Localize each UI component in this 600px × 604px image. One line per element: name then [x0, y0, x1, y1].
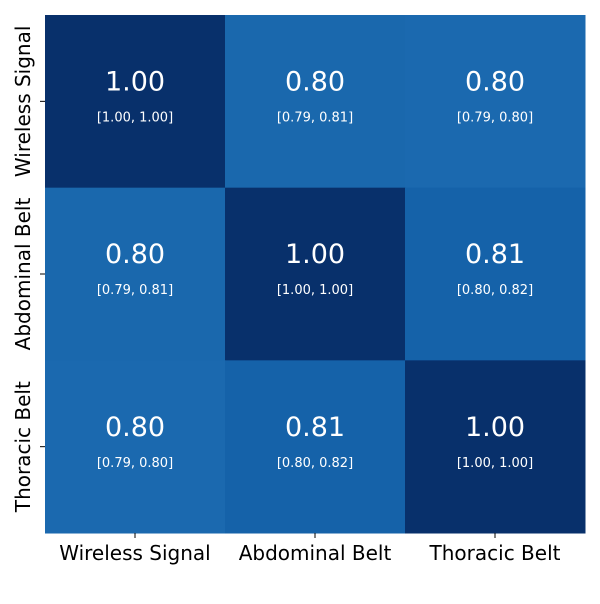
cell-ci-label-r2-c1: [0.80, 0.82] — [277, 456, 353, 471]
heatmap-cell-r2-c2 — [405, 360, 586, 534]
cell-value-label-r2-c2: 1.00 — [465, 412, 525, 443]
cell-value-label-r0-c0: 1.00 — [105, 67, 165, 98]
x-tick-label-1: Abdominal Belt — [239, 541, 392, 565]
heatmap-cell-labels: 1.00 [1.00, 1.00] 0.80 [0.79, 0.81] 0.80 [0.7… — [97, 67, 533, 471]
cell-ci-label-r2-c2: [1.00, 1.00] — [457, 456, 533, 471]
cell-value-label-r1-c1: 1.00 — [285, 239, 345, 270]
heatmap-cell-r1-c1 — [225, 187, 406, 361]
cell-ci-label-r0-c1: [0.79, 0.81] — [277, 111, 353, 126]
cell-ci-label-r1-c1: [1.00, 1.00] — [277, 283, 353, 298]
heatmap-cell-r2-c0 — [45, 360, 226, 534]
cell-value-label-r1-c0: 0.80 — [105, 239, 165, 270]
heatmap-axes: Wireless Signal Abdominal Belt Thoracic Be… — [11, 26, 561, 565]
cell-value-label-r0-c1: 0.80 — [285, 67, 345, 98]
heatmap-cell-r0-c1 — [225, 15, 406, 189]
cell-ci-label-r1-c0: [0.79, 0.81] — [97, 283, 173, 298]
x-tick-label-2: Thoracic Belt — [429, 541, 561, 565]
cell-ci-label-r1-c2: [0.80, 0.82] — [457, 283, 533, 298]
heatmap-cell-r2-c1 — [225, 360, 406, 534]
cell-ci-label-r0-c0: [1.00, 1.00] — [97, 111, 173, 126]
x-tick-label-0: Wireless Signal — [59, 541, 210, 565]
y-tick-label-2: Thoracic Belt — [11, 381, 35, 513]
cell-ci-label-r0-c2: [0.79, 0.80] — [457, 111, 533, 126]
heatmap-cell-r0-c2 — [405, 15, 586, 189]
heatmap-cells — [45, 15, 586, 534]
cell-value-label-r2-c1: 0.81 — [285, 412, 345, 443]
cell-ci-label-r2-c0: [0.79, 0.80] — [97, 456, 173, 471]
y-tick-label-0: Wireless Signal — [11, 26, 35, 177]
cell-value-label-r2-c0: 0.80 — [105, 412, 165, 443]
cell-value-label-r0-c2: 0.80 — [465, 67, 525, 98]
y-tick-label-1: Abdominal Belt — [11, 198, 35, 351]
heatmap-cell-r0-c0 — [45, 15, 226, 189]
cell-value-label-r1-c2: 0.81 — [465, 239, 525, 270]
heatmap-cell-r1-c0 — [45, 187, 226, 361]
heatmap-cell-r1-c2 — [405, 187, 586, 361]
